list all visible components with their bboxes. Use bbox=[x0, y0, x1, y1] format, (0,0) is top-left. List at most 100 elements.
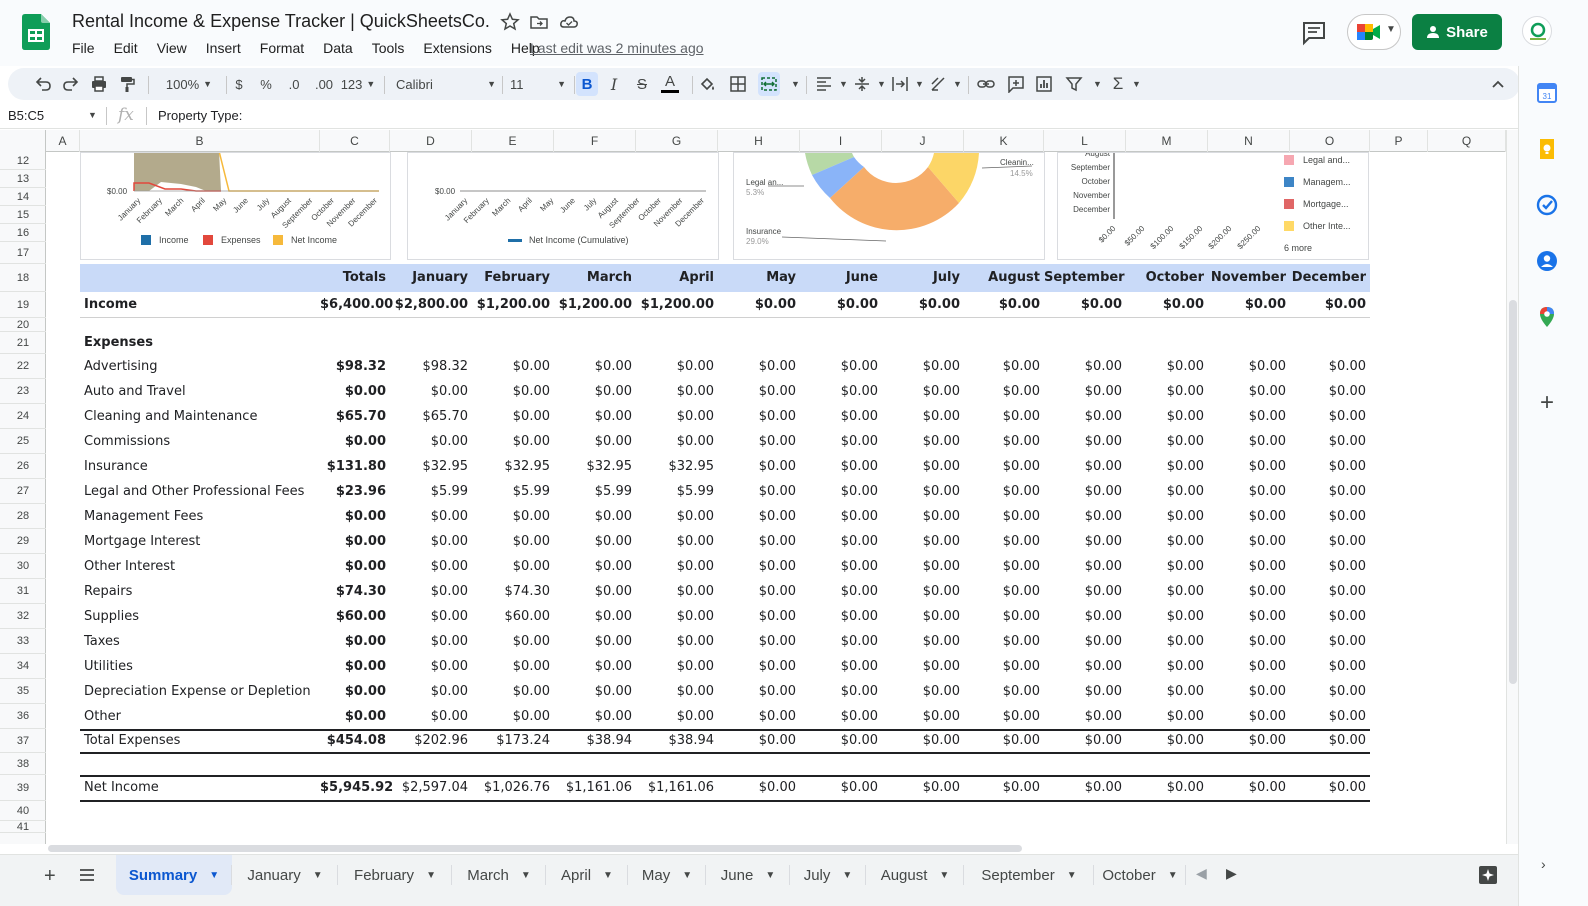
income-expense-chart[interactable]: $0.00 January February March April May June Ju… bbox=[80, 152, 391, 260]
expense-row-cell[interactable]: $0.00 bbox=[344, 634, 386, 649]
horizontal-align-caret-icon[interactable]: ▼ bbox=[839, 79, 848, 89]
row-header-26[interactable]: 26 bbox=[0, 454, 46, 479]
expense-row-cell[interactable]: $0.00 bbox=[676, 384, 714, 399]
sheet-tab-caret-icon[interactable]: ▼ bbox=[682, 869, 693, 881]
sheet-tab-caret-icon[interactable]: ▼ bbox=[765, 869, 776, 881]
move-folder-icon[interactable] bbox=[529, 12, 549, 32]
zoom-select[interactable]: 100% ▼ bbox=[160, 74, 218, 94]
column-header-l[interactable]: L bbox=[1044, 130, 1126, 152]
expense-row-cell[interactable]: $0.00 bbox=[922, 634, 960, 649]
total-expenses-row-cell[interactable]: $0.00 bbox=[1166, 733, 1204, 748]
column-header-c[interactable]: C bbox=[320, 130, 390, 152]
expense-row-cell[interactable]: $0.00 bbox=[430, 434, 468, 449]
expense-row-cell[interactable]: $0.00 bbox=[1084, 659, 1122, 674]
expense-row-cell[interactable]: $0.00 bbox=[594, 384, 632, 399]
table-header-january[interactable]: January bbox=[412, 270, 468, 285]
income-row-cell[interactable]: $6,400.00 bbox=[320, 297, 394, 312]
income-row-cell[interactable]: $1,200.00 bbox=[640, 297, 714, 312]
expense-row-cell[interactable]: $0.00 bbox=[922, 609, 960, 624]
column-header-b[interactable]: B bbox=[80, 130, 320, 152]
table-header-july[interactable]: July bbox=[932, 270, 960, 285]
merge-cells-icon[interactable] bbox=[758, 72, 780, 96]
row-header-20[interactable]: 20 bbox=[0, 318, 46, 332]
net-income-row-cell[interactable]: $0.00 bbox=[1248, 780, 1286, 795]
expense-row-cell[interactable]: $0.00 bbox=[1328, 584, 1366, 599]
expense-row-cell[interactable]: $0.00 bbox=[1248, 684, 1286, 699]
menu-edit[interactable]: Edit bbox=[113, 40, 138, 56]
expense-row-cell[interactable]: $0.00 bbox=[922, 584, 960, 599]
expense-row-cell[interactable]: $0.00 bbox=[1166, 534, 1204, 549]
expense-row-cell[interactable]: $0.00 bbox=[1248, 359, 1286, 374]
total-expenses-row-cell[interactable]: $38.94 bbox=[586, 733, 633, 748]
expense-row-cell[interactable]: $0.00 bbox=[1248, 659, 1286, 674]
total-expenses-row-cell[interactable]: $454.08 bbox=[326, 733, 386, 748]
sheet-tab-caret-icon[interactable]: ▼ bbox=[312, 869, 323, 881]
expense-row-cell[interactable]: $0.00 bbox=[922, 509, 960, 524]
expense-row-cell[interactable]: $0.00 bbox=[676, 409, 714, 424]
table-header-june[interactable]: June bbox=[845, 270, 878, 285]
expense-row-cell[interactable]: $0.00 bbox=[1248, 409, 1286, 424]
vertical-scrollbar[interactable] bbox=[1506, 130, 1518, 844]
text-wrapping-icon[interactable] bbox=[890, 74, 910, 94]
expense-row-cell[interactable]: $0.00 bbox=[1084, 709, 1122, 724]
column-header-g[interactable]: G bbox=[636, 130, 718, 152]
expense-row-cell[interactable]: $0.00 bbox=[430, 659, 468, 674]
expense-row-cell[interactable]: $0.00 bbox=[840, 634, 878, 649]
horizontal-align-icon[interactable] bbox=[814, 74, 834, 94]
borders-icon[interactable] bbox=[728, 74, 748, 94]
income-row-cell[interactable]: $2,800.00 bbox=[394, 297, 468, 312]
expense-row-cell[interactable]: $0.00 bbox=[1002, 634, 1040, 649]
expense-row-label[interactable]: Cleaning and Maintenance bbox=[84, 409, 258, 424]
share-button[interactable]: Share bbox=[1412, 14, 1502, 50]
expense-row-cell[interactable]: $0.00 bbox=[676, 684, 714, 699]
expense-row-cell[interactable]: $0.00 bbox=[922, 659, 960, 674]
scroll-tabs-right-icon[interactable]: ▶ bbox=[1226, 865, 1237, 881]
row-header-33[interactable]: 33 bbox=[0, 629, 46, 654]
sheet-tab-caret-icon[interactable]: ▼ bbox=[603, 869, 613, 881]
menu-file[interactable]: File bbox=[72, 40, 95, 56]
expense-row-cell[interactable]: $0.00 bbox=[344, 559, 386, 574]
expense-row-cell[interactable]: $0.00 bbox=[344, 534, 386, 549]
expense-row-cell[interactable]: $0.00 bbox=[1166, 434, 1204, 449]
menu-extensions[interactable]: Extensions bbox=[423, 40, 492, 56]
sheet-tab-summary[interactable]: Summary ▼ bbox=[116, 855, 232, 895]
sheet-tab-caret-icon[interactable]: ▼ bbox=[1066, 869, 1077, 881]
expense-row-cell[interactable]: $0.00 bbox=[758, 434, 796, 449]
expense-row-cell[interactable]: $0.00 bbox=[1002, 559, 1040, 574]
column-header-i[interactable]: I bbox=[800, 130, 882, 152]
expense-row-cell[interactable]: $0.00 bbox=[840, 659, 878, 674]
expense-row-cell[interactable]: $0.00 bbox=[1166, 584, 1204, 599]
income-row-cell[interactable]: $1,200.00 bbox=[476, 297, 550, 312]
column-header-j[interactable]: J bbox=[882, 130, 964, 152]
total-expenses-row-label[interactable]: Total Expenses bbox=[84, 733, 181, 748]
expense-row-cell[interactable]: $0.00 bbox=[1002, 584, 1040, 599]
total-expenses-row-cell[interactable]: $0.00 bbox=[922, 733, 960, 748]
sheet-tab-january[interactable]: January ▼ bbox=[232, 855, 338, 895]
expense-row-cell[interactable]: $0.00 bbox=[676, 534, 714, 549]
expense-row-cell[interactable]: $0.00 bbox=[344, 709, 386, 724]
net-income-row-cell[interactable]: $1,161.06 bbox=[565, 780, 632, 795]
expense-row-cell[interactable]: $0.00 bbox=[1084, 459, 1122, 474]
expense-row-cell[interactable]: $0.00 bbox=[594, 684, 632, 699]
table-header-march[interactable]: March bbox=[586, 270, 632, 285]
decrease-decimal-button[interactable]: .0 bbox=[284, 74, 304, 94]
net-income-row-cell[interactable]: $0.00 bbox=[922, 780, 960, 795]
column-header-h[interactable]: H bbox=[718, 130, 800, 152]
expense-row-cell[interactable]: $0.00 bbox=[1084, 684, 1122, 699]
row-header-27[interactable]: 27 bbox=[0, 479, 46, 504]
row-header-21[interactable]: 21 bbox=[0, 332, 46, 354]
expense-row-cell[interactable]: $0.00 bbox=[344, 509, 386, 524]
sheet-tab-caret-icon[interactable]: ▼ bbox=[520, 869, 531, 881]
expense-row-cell[interactable]: $0.00 bbox=[512, 359, 550, 374]
row-header-18[interactable]: 18 bbox=[0, 264, 46, 292]
expense-row-cell[interactable]: $0.00 bbox=[430, 684, 468, 699]
functions-caret-icon[interactable]: ▼ bbox=[1132, 79, 1141, 89]
income-row-cell[interactable]: $0.00 bbox=[1244, 297, 1286, 312]
expense-row-cell[interactable]: $0.00 bbox=[1002, 534, 1040, 549]
column-header-f[interactable]: F bbox=[554, 130, 636, 152]
column-header-q[interactable]: Q bbox=[1428, 130, 1506, 152]
expense-row-cell[interactable]: $0.00 bbox=[1328, 434, 1366, 449]
expense-row-cell[interactable]: $0.00 bbox=[1328, 609, 1366, 624]
expense-row-cell[interactable]: $0.00 bbox=[922, 709, 960, 724]
